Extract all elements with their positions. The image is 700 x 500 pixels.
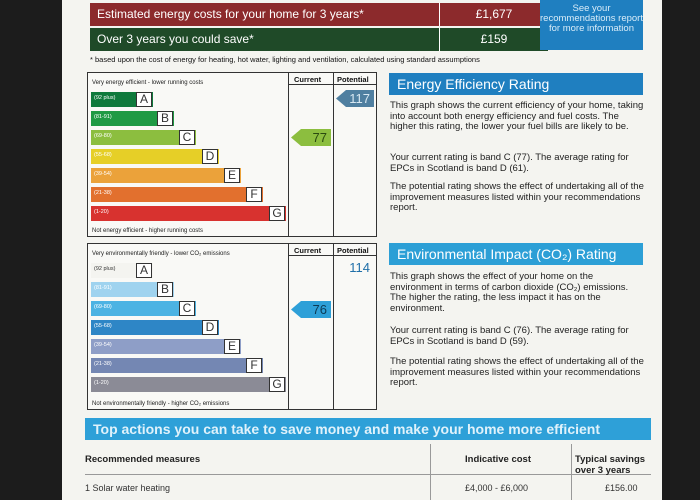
band-b: (81-91) B bbox=[91, 282, 174, 297]
estimated-costs-value: £1,677 bbox=[439, 3, 548, 26]
band-range: (69-80) bbox=[94, 304, 112, 310]
current-rating-arrow: 77 bbox=[291, 129, 331, 146]
band-range: (39-54) bbox=[94, 171, 112, 177]
band-letter: C bbox=[179, 130, 195, 145]
divider bbox=[288, 255, 376, 256]
divider bbox=[571, 444, 572, 500]
band-letter: G bbox=[269, 377, 285, 392]
band-g: (1-20) G bbox=[91, 377, 286, 392]
band-range: (39-54) bbox=[94, 342, 112, 348]
band-letter: D bbox=[202, 149, 218, 164]
band-letter: F bbox=[246, 358, 262, 373]
band-range: (55-68) bbox=[94, 323, 112, 329]
efficiency-rating-title: Energy Efficiency Rating bbox=[389, 73, 643, 95]
epc-document: Estimated energy costs for your home for… bbox=[62, 0, 662, 500]
band-b: (81-91) B bbox=[91, 111, 174, 126]
see-recommendations-box: See your recommendations report for more… bbox=[540, 0, 643, 50]
band-range: (1-20) bbox=[94, 209, 109, 215]
potential-column-header: Potential bbox=[337, 246, 369, 255]
environment-rating-title: Environmental Impact (CO₂) Rating bbox=[389, 243, 643, 265]
band-letter: G bbox=[269, 206, 285, 221]
band-range: (92 plus) bbox=[94, 95, 116, 101]
measures-column-header: Recommended measures bbox=[85, 454, 201, 465]
potential-column-header: Potential bbox=[337, 75, 369, 84]
band-c: (69-80) C bbox=[91, 301, 196, 316]
band-letter: F bbox=[246, 187, 262, 202]
band-e: (39-54) E bbox=[91, 168, 241, 183]
environment-top-label: Very environmentally friendly - lower CO… bbox=[92, 251, 230, 257]
efficiency-top-label: Very energy efficient - lower running co… bbox=[92, 80, 204, 86]
band-c: (69-80) C bbox=[91, 130, 196, 145]
divider bbox=[85, 474, 651, 475]
potential-rating-arrow: 117 bbox=[336, 90, 374, 107]
divider bbox=[333, 73, 334, 236]
environment-bottom-label: Not environmentally friendly - higher CO… bbox=[92, 401, 230, 407]
savings-value: £159 bbox=[439, 28, 548, 51]
band-range: (81-91) bbox=[94, 114, 112, 120]
top-actions-header: Top actions you can take to save money a… bbox=[85, 418, 651, 440]
band-range: (21-38) bbox=[94, 190, 112, 196]
divider bbox=[288, 84, 376, 85]
band-a: (92 plus) A bbox=[91, 263, 153, 278]
measure-cell: 1 Solar water heating bbox=[85, 483, 171, 493]
savings-row: Over 3 years you could save* £159 bbox=[90, 28, 548, 51]
savings-label: Over 3 years you could save* bbox=[97, 32, 254, 46]
efficiency-description: This graph shows the current efficiency … bbox=[390, 100, 644, 132]
band-letter: B bbox=[157, 111, 173, 126]
band-d: (55-68) D bbox=[91, 320, 219, 335]
cost-column-header: Indicative cost bbox=[465, 454, 531, 465]
band-range: (21-38) bbox=[94, 361, 112, 367]
band-letter: B bbox=[157, 282, 173, 297]
efficiency-potential-text: The potential rating shows the effect of… bbox=[390, 181, 644, 213]
current-column-header: Current bbox=[294, 75, 322, 84]
band-range: (81-91) bbox=[94, 285, 112, 291]
band-f: (21-38) F bbox=[91, 187, 263, 202]
divider bbox=[333, 244, 334, 409]
band-range: (55-68) bbox=[94, 152, 112, 158]
saving-cell: £156.00 bbox=[605, 483, 638, 493]
potential-rating-arrow: 114 bbox=[336, 259, 374, 276]
current-rating-arrow: 76 bbox=[291, 301, 331, 318]
band-e: (39-54) E bbox=[91, 339, 241, 354]
current-column-header: Current bbox=[294, 246, 322, 255]
recommendations-table: Recommended measures Indicative cost Typ… bbox=[85, 444, 651, 500]
band-f: (21-38) F bbox=[91, 358, 263, 373]
band-g: (1-20) G bbox=[91, 206, 286, 221]
environment-chart: Very environmentally friendly - lower CO… bbox=[87, 243, 377, 410]
divider bbox=[288, 73, 289, 236]
environment-description: This graph shows the effect of your home… bbox=[390, 271, 629, 314]
savings-column-header: Typical savings over 3 years bbox=[575, 454, 646, 476]
cost-cell: £4,000 - £6,000 bbox=[465, 483, 529, 493]
band-letter: E bbox=[224, 339, 240, 354]
band-d: (55-68) D bbox=[91, 149, 219, 164]
estimated-costs-label: Estimated energy costs for your home for… bbox=[97, 7, 364, 21]
band-range: (1-20) bbox=[94, 380, 109, 386]
cost-footnote: * based upon the cost of energy for heat… bbox=[90, 55, 480, 64]
efficiency-current-band: Your current rating is band C (77). The … bbox=[390, 152, 629, 174]
band-letter: D bbox=[202, 320, 218, 335]
band-a: (92 plus) A bbox=[91, 92, 153, 107]
band-range: (92 plus) bbox=[94, 266, 116, 272]
efficiency-chart: Very energy efficient - lower running co… bbox=[87, 72, 377, 237]
band-letter: A bbox=[136, 92, 152, 107]
band-letter: C bbox=[179, 301, 195, 316]
divider bbox=[288, 244, 289, 409]
estimated-costs-row: Estimated energy costs for your home for… bbox=[90, 3, 548, 26]
divider bbox=[430, 444, 431, 500]
band-letter: E bbox=[224, 168, 240, 183]
environment-current-band: Your current rating is band C (76). The … bbox=[390, 325, 629, 347]
efficiency-bottom-label: Not energy efficient - higher running co… bbox=[92, 228, 203, 234]
environment-potential-text: The potential rating shows the effect of… bbox=[390, 356, 644, 388]
band-range: (69-80) bbox=[94, 133, 112, 139]
band-letter: A bbox=[136, 263, 152, 278]
